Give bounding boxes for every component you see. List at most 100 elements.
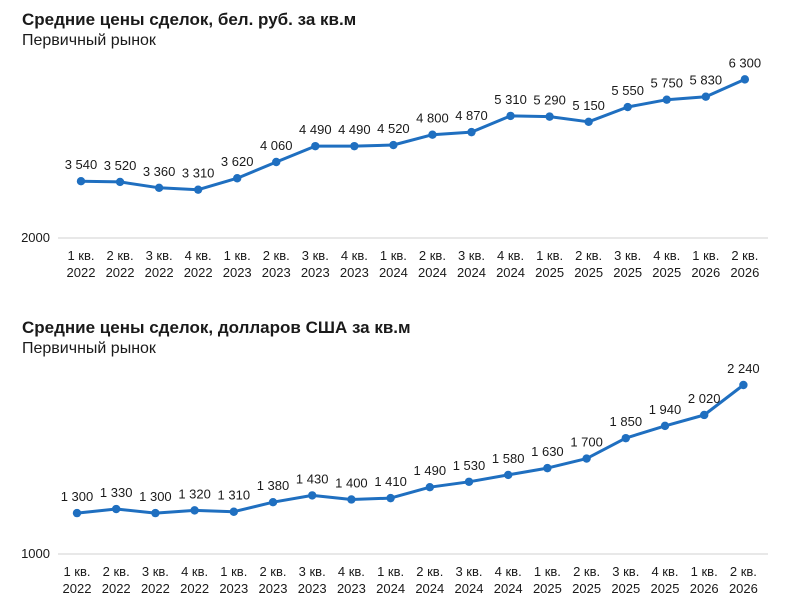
data-point <box>308 491 317 500</box>
x-tick-quarter: 2 кв. <box>575 248 602 263</box>
x-tick-year: 2022 <box>145 265 174 280</box>
data-point <box>660 421 670 431</box>
x-tick-quarter: 1 кв. <box>536 248 563 263</box>
x-tick-quarter: 1 кв. <box>377 564 404 579</box>
data-point <box>389 140 398 150</box>
data-point <box>662 95 671 104</box>
x-tick-quarter: 3 кв. <box>142 564 169 579</box>
x-tick-year: 2024 <box>457 265 486 280</box>
x-tick-label: 4 кв. 2025 <box>651 564 680 596</box>
x-tick-quarter: 1 кв. <box>691 564 718 579</box>
x-tick-quarter: 2 кв. <box>103 564 130 579</box>
chart-subtitle: Первичный рынок <box>22 32 156 49</box>
x-tick-quarter: 4 кв. <box>653 248 680 263</box>
data-point <box>545 112 554 121</box>
x-tick-quarter: 3 кв. <box>458 248 485 263</box>
x-tick-year: 2024 <box>376 581 405 596</box>
x-tick-year: 2022 <box>102 581 131 596</box>
data-point <box>115 177 125 187</box>
x-tick-label: 4 кв. 2023 <box>340 248 369 280</box>
x-tick-quarter: 1 кв. <box>67 248 94 263</box>
data-label: 4 520 <box>377 121 410 136</box>
data-point <box>506 111 515 121</box>
data-label: 5 150 <box>572 98 605 113</box>
data-label: 1 380 <box>257 478 290 493</box>
x-tick-year: 2025 <box>533 581 562 596</box>
x-tick-quarter: 2 кв. <box>419 248 446 263</box>
x-tick-year: 2023 <box>262 265 291 280</box>
data-label: 1 490 <box>414 463 447 478</box>
x-tick-quarter: 4 кв. <box>495 564 522 579</box>
x-tick-year: 2023 <box>340 265 369 280</box>
data-point <box>584 117 593 127</box>
x-tick-year: 2025 <box>651 581 680 596</box>
data-label: 2 020 <box>688 391 721 406</box>
x-tick-label: 3 кв. 2024 <box>455 564 484 596</box>
x-tick-label: 1 кв. 2022 <box>67 248 96 280</box>
x-tick-label: 2 кв. 2022 <box>106 248 135 280</box>
x-tick-quarter: 3 кв. <box>299 564 326 579</box>
data-point <box>740 75 750 84</box>
x-tick-label: 1 кв. 2026 <box>691 248 720 280</box>
y-tick-label: 1000 <box>21 546 50 561</box>
data-label: 4 490 <box>299 122 332 137</box>
x-tick-label: 2 кв. 2025 <box>574 248 603 280</box>
x-tick-quarter: 3 кв. <box>146 248 173 263</box>
x-tick-label: 3 кв. 2024 <box>457 248 486 280</box>
data-point <box>700 410 709 420</box>
x-tick-year: 2025 <box>652 265 681 280</box>
data-point <box>504 470 513 480</box>
x-tick-year: 2023 <box>223 265 252 280</box>
x-tick-label: 3 кв. 2023 <box>301 248 330 280</box>
x-tick-label: 2 кв. 2024 <box>415 564 444 596</box>
data-point <box>464 477 474 486</box>
data-point <box>425 483 434 492</box>
data-point <box>467 127 476 137</box>
x-tick-quarter: 3 кв. <box>302 248 329 263</box>
data-point <box>428 130 437 139</box>
data-label: 1 850 <box>610 414 643 429</box>
x-tick-quarter: 2 кв. <box>573 564 600 579</box>
data-label: 3 520 <box>104 158 137 173</box>
x-tick-label: 4 кв. 2024 <box>496 248 525 280</box>
data-label: 1 320 <box>178 486 211 501</box>
data-label: 1 300 <box>139 489 172 504</box>
data-point <box>621 433 630 443</box>
x-tick-year: 2025 <box>613 265 642 280</box>
x-tick-label: 1 кв. 2026 <box>690 564 719 596</box>
data-point <box>386 493 395 503</box>
data-point <box>268 498 278 507</box>
x-tick-label: 2 кв. 2022 <box>102 564 131 596</box>
x-tick-quarter: 4 кв. <box>338 564 365 579</box>
x-tick-quarter: 1 кв. <box>224 248 251 263</box>
x-tick-year: 2024 <box>494 581 523 596</box>
x-tick-label: 3 кв. 2025 <box>613 248 642 280</box>
data-label: 1 400 <box>335 475 368 490</box>
x-tick-year: 2026 <box>691 265 720 280</box>
x-tick-label: 2 кв. 2025 <box>572 564 601 596</box>
x-tick-year: 2025 <box>572 581 601 596</box>
x-tick-year: 2026 <box>730 265 759 280</box>
chart-title: Средние цены сделок, долларов США за кв.… <box>22 318 411 337</box>
series-line <box>79 77 747 192</box>
x-tick-quarter: 2 кв. <box>263 248 290 263</box>
x-tick-label: 4 кв. 2024 <box>494 564 523 596</box>
data-label: 1 300 <box>61 489 94 504</box>
data-point <box>623 102 632 112</box>
data-label: 1 940 <box>649 402 682 417</box>
data-point <box>112 504 121 514</box>
x-tick-year: 2024 <box>496 265 525 280</box>
series-line <box>75 383 745 515</box>
x-tick-quarter: 4 кв. <box>651 564 678 579</box>
x-tick-year: 2023 <box>298 581 327 596</box>
x-tick-quarter: 3 кв. <box>455 564 482 579</box>
x-tick-quarter: 4 кв. <box>185 248 212 263</box>
data-label: 6 300 <box>729 55 762 70</box>
x-tick-year: 2023 <box>337 581 366 596</box>
chart-panel-usd: Средние цены сделок, долларов США за кв.… <box>0 308 800 616</box>
data-point <box>151 508 160 518</box>
chart-title: Средние цены сделок, бел. руб. за кв.м <box>22 10 357 29</box>
x-tick-year: 2025 <box>611 581 640 596</box>
x-tick-year: 2024 <box>415 581 444 596</box>
x-tick-label: 4 кв. 2023 <box>337 564 366 596</box>
